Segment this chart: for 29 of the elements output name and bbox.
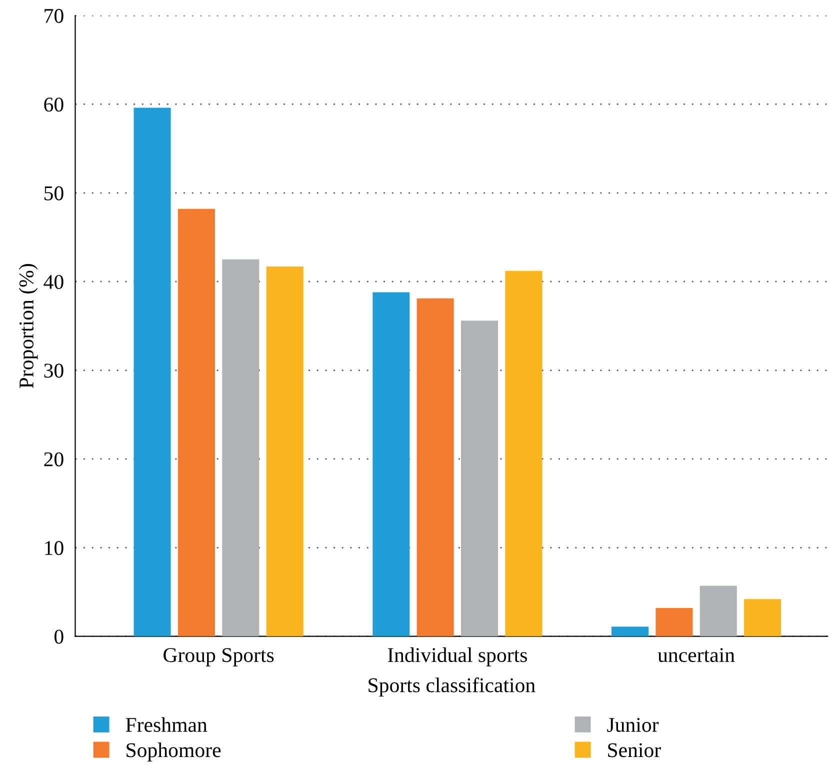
bar — [460, 320, 498, 636]
legend-label: Sophomore — [126, 742, 221, 762]
x-axis-title: Sports classification — [368, 677, 536, 697]
bar — [656, 608, 693, 636]
y-axis-title: Proportion (%) — [18, 264, 38, 388]
y-tick-label: 70 — [44, 8, 64, 23]
y-tick-label: 40 — [44, 274, 64, 290]
y-tick-label: 60 — [44, 98, 64, 112]
bar — [372, 292, 410, 636]
y-tick-label: 30 — [44, 364, 64, 378]
y-tick-label: 0 — [54, 630, 64, 644]
bar — [505, 270, 542, 636]
x-tick-label: Individual sports — [388, 647, 527, 666]
legend-label: Junior — [607, 718, 659, 732]
legend-label: Freshman — [126, 717, 208, 732]
x-tick-label: uncertain — [658, 648, 735, 662]
x-tick-label: Group Sports — [164, 648, 274, 666]
legend-label: Senior — [608, 743, 661, 758]
y-tick-label: 20 — [44, 452, 64, 466]
bar — [134, 108, 171, 636]
bar — [700, 586, 737, 636]
y-tick-label: 50 — [44, 186, 64, 200]
bar — [178, 208, 215, 636]
bar — [266, 266, 304, 636]
bar — [416, 298, 454, 636]
bar — [611, 626, 648, 636]
bar — [744, 599, 782, 636]
bar — [222, 259, 260, 636]
y-tick-label: 10 — [45, 541, 64, 556]
